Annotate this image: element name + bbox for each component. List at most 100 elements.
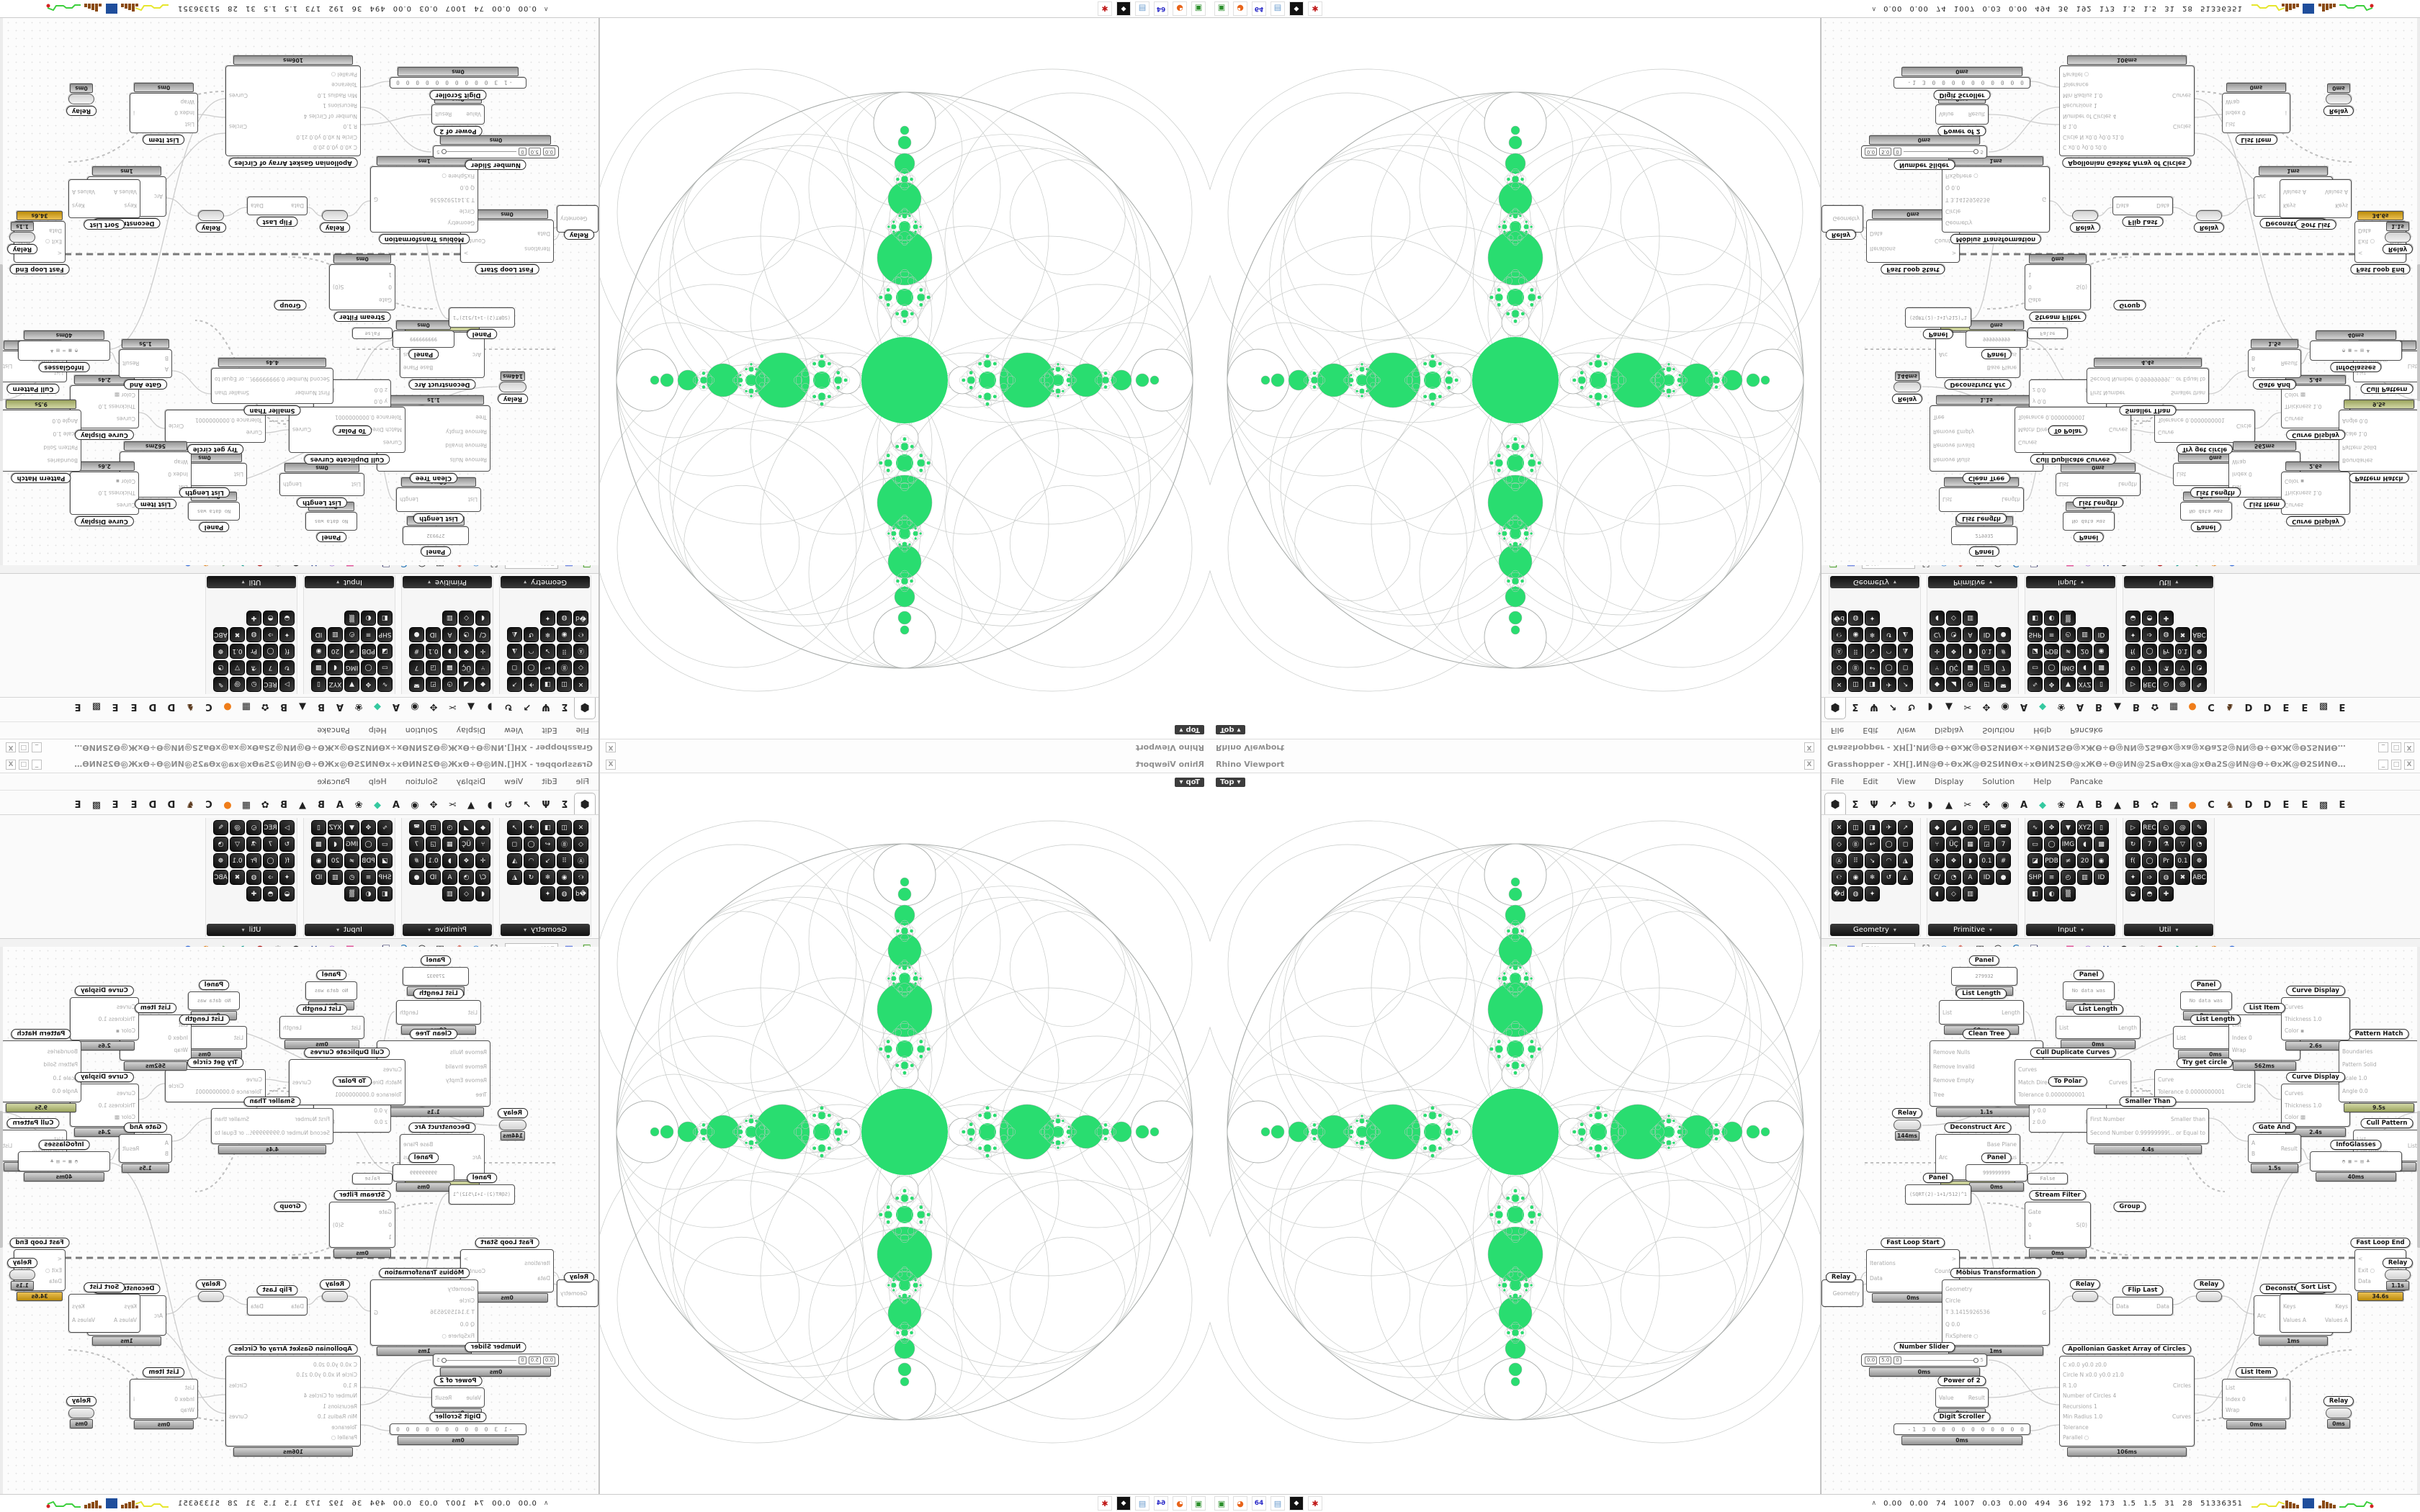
component-icon[interactable]: 20: [2077, 853, 2092, 868]
component-icon[interactable]: #: [1996, 644, 2011, 659]
tab-params[interactable]: ⬢: [574, 698, 596, 719]
component-icon[interactable]: ◇: [1946, 886, 1961, 901]
tab-transform[interactable]: ✥: [429, 701, 438, 713]
gh-node-sort-list[interactable]: Sort List Keys Values A Keys Values A: [2280, 179, 2352, 230]
component-icon[interactable]: ◉: [2094, 853, 2109, 868]
palette-group-header-primitive[interactable]: Primitive ▾: [1928, 576, 2017, 588]
gimp-icon[interactable]: ◆: [1116, 1, 1131, 16]
gh-node-list-length[interactable]: List LengthListLength60ms: [1939, 989, 2024, 1035]
slider-knob[interactable]: [1973, 1357, 1978, 1363]
gh-node-relay[interactable]: Relay: [2193, 1279, 2225, 1302]
component-icon[interactable]: 7: [2142, 837, 2157, 852]
rhino-close-button[interactable]: X: [606, 759, 616, 770]
component-icon[interactable]: ◯: [1881, 660, 1896, 675]
component-icon[interactable]: ◷: [442, 677, 457, 692]
component-icon[interactable]: 20: [328, 853, 343, 868]
slider-value[interactable]: 5.0: [1879, 1356, 1892, 1364]
component-icon[interactable]: ↘: [540, 644, 555, 659]
component-icon[interactable]: ≡: [361, 627, 376, 642]
component-icon[interactable]: ◫: [1848, 820, 1863, 835]
component-icon[interactable]: ⚗: [2159, 837, 2174, 852]
component-icon[interactable]: @: [2175, 677, 2190, 692]
emulator-icon[interactable]: ▣: [1214, 1496, 1229, 1511]
gh-node-node[interactable]: Geometry: [557, 205, 599, 233]
tab-surface[interactable]: ◗: [487, 701, 493, 713]
gh-node-stream-filter[interactable]: Stream Filter Gate 0 1 S(0) 0ms: [2025, 1190, 2091, 1258]
component-icon[interactable]: ID: [1979, 627, 1994, 642]
canvas-scrollbar[interactable]: [2417, 947, 2420, 1494]
tab-vector[interactable]: ↗: [523, 799, 532, 811]
component-icon[interactable]: ✦: [1865, 886, 1880, 901]
collapse-caret[interactable]: ∧: [1871, 1500, 1877, 1507]
component-icon[interactable]: C/: [475, 627, 490, 642]
component-icon[interactable]: ✕: [573, 820, 588, 835]
digit-scroller-body[interactable]: -1 3 0 0 0 0 0 0 0 0 0 0: [1894, 77, 2030, 89]
gh-node-infoglasses[interactable]: InfoGlasses ◓ ▦ ∞ ▤ ♣ 40ms: [2310, 330, 2402, 372]
component-icon[interactable]: ÜÇ: [459, 837, 474, 852]
component-icon[interactable]: ✦: [279, 627, 295, 642]
component-icon[interactable]: ◻: [507, 660, 522, 675]
component-icon[interactable]: ℮: [573, 870, 588, 885]
tab-plugin-squirrel[interactable]: ♞: [2226, 701, 2234, 713]
component-icon[interactable]: ◴: [2061, 627, 2076, 642]
component-icon[interactable]: ◭: [1898, 627, 1913, 642]
component-icon[interactable]: ⠿: [557, 644, 572, 659]
gh-node-panel[interactable]: Panel (SQRT(2)-1+1/512)^1: [1905, 1173, 1971, 1205]
firefox-icon[interactable]: ◕: [1173, 1496, 1187, 1511]
component-icon[interactable]: ◵: [246, 820, 261, 835]
gh-node-relay[interactable]: Relay 144ms: [1891, 372, 1923, 404]
component-icon[interactable]: ▭: [377, 660, 393, 675]
gh-node-node[interactable]: Geometry: [1821, 1279, 1863, 1307]
component-icon[interactable]: 0.1: [2175, 853, 2190, 868]
slider-knob[interactable]: [442, 149, 447, 155]
tab-intersect[interactable]: ✂: [1963, 701, 1972, 713]
menu-solution[interactable]: Solution: [1982, 777, 2015, 786]
tab-transform[interactable]: ✥: [429, 799, 438, 811]
gh-node-gate-and[interactable]: Gate And A B Result 1.5s: [2248, 339, 2301, 390]
component-icon[interactable]: ✈: [524, 820, 539, 835]
tab-plugin-e2[interactable]: E: [2301, 799, 2308, 811]
digit-scroller-body[interactable]: -1 3 0 0 0 0 0 0 0 0 0 0: [390, 77, 526, 89]
component-icon[interactable]: ▩: [311, 837, 326, 852]
tab-maths[interactable]: Σ: [561, 701, 568, 713]
tab-plugin-flower[interactable]: ❀: [354, 701, 363, 713]
menu-edit[interactable]: Edit: [542, 726, 557, 735]
component-icon[interactable]: ✦: [2125, 627, 2141, 642]
gh-node-panel[interactable]: Panel 999999999 0ms: [393, 320, 454, 359]
component-icon[interactable]: REC: [263, 820, 278, 835]
tab-plugin-d1[interactable]: D: [2244, 701, 2253, 713]
component-icon[interactable]: A: [442, 870, 457, 885]
calculator-icon[interactable]: ▤: [1135, 1, 1150, 16]
component-icon[interactable]: ◇: [1946, 611, 1961, 626]
component-icon[interactable]: ↻: [279, 660, 295, 675]
component-icon[interactable]: ⠿: [1848, 644, 1863, 659]
tab-plugin-grid2[interactable]: ▩: [2318, 701, 2329, 713]
component-icon[interactable]: ◇: [573, 660, 588, 675]
tab-plugin-orange[interactable]: ●: [223, 701, 232, 713]
menu-display[interactable]: Display: [456, 777, 486, 786]
gh-node-node[interactable]: Geometry: [1821, 205, 1863, 233]
tab-plugin-c[interactable]: C: [205, 701, 212, 713]
tab-plugin-e3[interactable]: E: [2339, 799, 2346, 811]
component-icon[interactable]: ⠿: [1848, 853, 1863, 868]
component-icon[interactable]: ▯: [311, 820, 326, 835]
component-icon[interactable]: 0.1: [426, 644, 441, 659]
maximize-button[interactable]: □: [2391, 759, 2401, 770]
component-icon[interactable]: ≠: [2061, 644, 2076, 659]
component-icon[interactable]: ◉: [311, 644, 326, 659]
component-icon[interactable]: ✎: [213, 820, 228, 835]
digit-scroller-body[interactable]: -1 3 0 0 0 0 0 0 0 0 0 0: [1894, 1423, 2030, 1435]
emulator-icon[interactable]: ▣: [1191, 1, 1206, 16]
component-icon[interactable]: A: [442, 627, 457, 642]
component-icon[interactable]: ✥: [361, 820, 376, 835]
tab-plugin-e3[interactable]: E: [74, 799, 81, 811]
component-icon[interactable]: ❄: [1865, 870, 1880, 885]
gh-node-power-of-2[interactable]: Power of 2ValueResult0ms: [431, 94, 485, 136]
close-button[interactable]: X: [6, 759, 16, 770]
gh-node-panel[interactable]: Panel2799320ms: [1951, 955, 2017, 996]
component-icon[interactable]: ▭: [2027, 837, 2043, 852]
component-icon[interactable]: 7: [2142, 660, 2157, 675]
